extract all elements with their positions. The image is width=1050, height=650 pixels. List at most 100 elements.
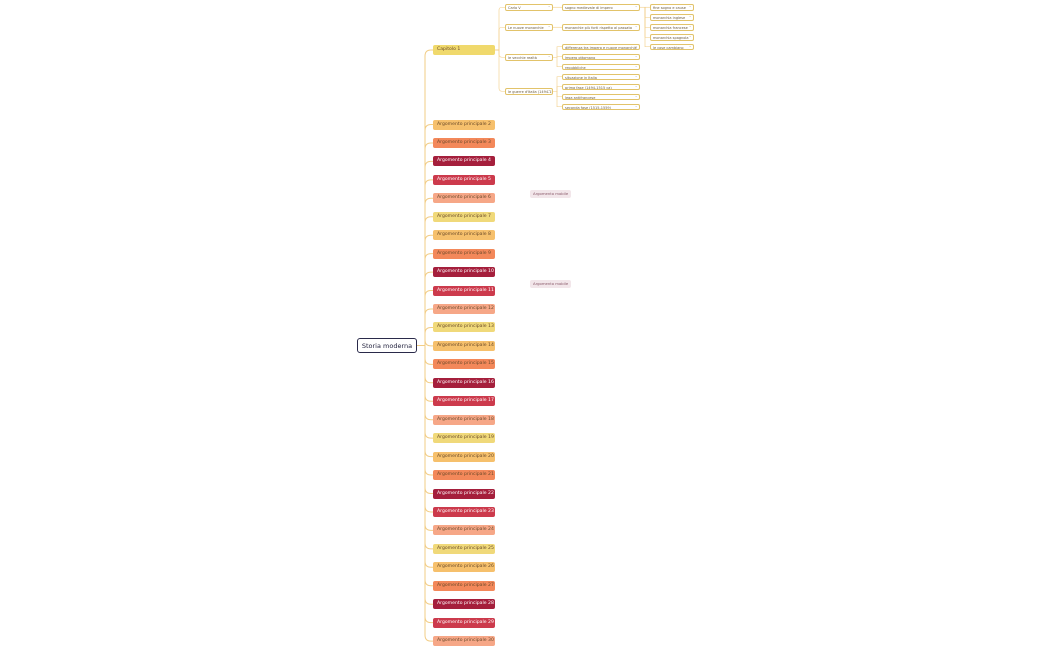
- chevron-down-icon[interactable]: ˅: [635, 26, 637, 30]
- topic-label: Argomento principale 8: [437, 232, 491, 238]
- subtopic-label: differenza tra impero e nuove monarchie: [565, 45, 637, 50]
- connector-line: [424, 345, 433, 550]
- main-topic[interactable]: Argomento principale 25: [433, 543, 495, 554]
- chevron-down-icon[interactable]: ˅: [635, 75, 637, 80]
- chevron-down-icon[interactable]: ˅: [635, 85, 637, 90]
- main-topic[interactable]: Argomento principale 29: [433, 617, 495, 628]
- connector-line: [424, 234, 433, 346]
- chevron-down-icon[interactable]: ˅: [689, 6, 691, 10]
- chevron-down-icon[interactable]: ˅: [689, 16, 691, 20]
- subtopic[interactable]: le vecchie realtà ˅: [505, 54, 553, 61]
- main-topic[interactable]: Argomento principale 23: [433, 506, 495, 517]
- chevron-down-icon[interactable]: ˅: [689, 36, 691, 40]
- chapter-topic[interactable]: Capitolo 1: [433, 45, 495, 55]
- subtopic[interactable]: Le nuove monarchie ˅: [505, 24, 553, 31]
- topic-label: Capitolo 1: [437, 47, 461, 52]
- connector-line: [424, 345, 433, 439]
- connector-line: [424, 124, 433, 346]
- topic-label: Argomento principale 23: [437, 508, 494, 514]
- main-topic[interactable]: Argomento principale 22: [433, 488, 495, 499]
- main-topic[interactable]: Argomento principale 15: [433, 359, 495, 370]
- subtopic[interactable]: monarchia francese ˅: [650, 24, 694, 31]
- connector-line: [424, 216, 433, 346]
- main-topic[interactable]: Argomento principale 26: [433, 562, 495, 573]
- connector-line: [553, 56, 562, 68]
- subtopic[interactable]: situazione in Italia ˅: [562, 73, 640, 80]
- connector-line: [424, 160, 433, 346]
- main-topic[interactable]: Argomento principale 17: [433, 396, 495, 407]
- main-topic[interactable]: Argomento principale 5: [433, 174, 495, 185]
- subtopic[interactable]: differenza tra impero e nuove monarchie ˅: [562, 43, 640, 50]
- topic-label: Argomento principale 11: [437, 287, 494, 293]
- chevron-down-icon[interactable]: ˅: [548, 56, 550, 60]
- connector-line: [424, 345, 433, 476]
- main-topic[interactable]: Argomento principale 16: [433, 377, 495, 388]
- chevron-down-icon[interactable]: ˅: [548, 26, 550, 30]
- floating-topic[interactable]: Argomento mobile: [530, 280, 572, 288]
- main-topic[interactable]: Argomento principale 27: [433, 580, 495, 591]
- main-topic[interactable]: Argomento principale 19: [433, 433, 495, 444]
- chevron-down-icon[interactable]: ˅: [635, 65, 637, 70]
- connector-line: [553, 90, 562, 108]
- subtopic[interactable]: sogno medievale di impero ˅: [562, 4, 640, 11]
- connector-line: [424, 271, 433, 346]
- main-topic[interactable]: Argomento principale 3: [433, 137, 495, 148]
- main-topic[interactable]: Argomento principale 28: [433, 599, 495, 610]
- main-topic[interactable]: Argomento principale 6: [433, 193, 495, 204]
- topic-label: Argomento principale 29: [437, 619, 494, 625]
- main-topic[interactable]: Argomento principale 14: [433, 340, 495, 351]
- connector-line: [424, 345, 433, 624]
- subtopic[interactable]: prima fase (1494-1515 ca) ˅: [562, 83, 640, 90]
- root-topic[interactable]: Storia moderna: [357, 338, 417, 353]
- chevron-down-icon[interactable]: ˅: [635, 55, 637, 60]
- subtopic-label: le cose cambiano: [653, 45, 684, 50]
- subtopic-label: prima fase (1494-1515 ca): [565, 85, 612, 90]
- subtopic[interactable]: monarchia inglese ˅: [650, 14, 694, 21]
- subtopic[interactable]: lega antifrancese ˅: [562, 93, 640, 100]
- main-topic[interactable]: Argomento principale 18: [433, 414, 495, 425]
- main-topic[interactable]: Argomento principale 4: [433, 156, 495, 167]
- chevron-down-icon[interactable]: ˅: [635, 95, 637, 100]
- subtopic[interactable]: monarchie più forti rispetto al passato ˅: [562, 24, 640, 31]
- main-topic[interactable]: Argomento principale 9: [433, 248, 495, 259]
- connector-line: [424, 49, 433, 346]
- topic-label: Argomento principale 2: [437, 121, 491, 127]
- main-topic[interactable]: Argomento principale 12: [433, 304, 495, 314]
- chevron-down-icon[interactable]: ˅: [548, 90, 550, 94]
- connector-line: [424, 197, 433, 346]
- chevron-down-icon[interactable]: ˅: [548, 6, 550, 10]
- connector-line: [424, 142, 433, 346]
- main-topic[interactable]: Argomento principale 20: [433, 451, 495, 462]
- subtopic-label: monarchia francese: [653, 26, 688, 30]
- main-topic[interactable]: Argomento principale 13: [433, 322, 495, 333]
- topic-label: Argomento principale 17: [437, 398, 494, 404]
- chevron-down-icon[interactable]: ˅: [635, 45, 637, 50]
- main-topic[interactable]: Argomento principale 10: [433, 267, 495, 278]
- subtopic[interactable]: le cose cambiano ˅: [650, 43, 694, 50]
- topic-label: Argomento principale 18: [437, 416, 494, 422]
- main-topic[interactable]: Argomento principale 8: [433, 230, 495, 241]
- chevron-down-icon[interactable]: ˅: [635, 105, 637, 110]
- subtopic[interactable]: fine sogno e cause ˅: [650, 4, 694, 11]
- connector-line: [424, 308, 433, 346]
- subtopic[interactable]: seconda fase (1515-1559) ˅: [562, 103, 640, 110]
- main-topic[interactable]: Argomento principale 24: [433, 525, 495, 536]
- chevron-down-icon[interactable]: ˅: [689, 45, 691, 50]
- main-topic[interactable]: Argomento principale 30: [433, 636, 495, 647]
- subtopic[interactable]: monarchia spagnola ˅: [650, 34, 694, 41]
- floating-topic[interactable]: Argomento mobile: [530, 190, 572, 198]
- subtopic[interactable]: Carlo V ˅: [505, 4, 553, 11]
- main-topic[interactable]: Argomento principale 7: [433, 211, 495, 222]
- subtopic[interactable]: le guerre d'Italia (1494-1559)˅: [505, 88, 553, 95]
- subtopic[interactable]: impero ottomano ˅: [562, 53, 640, 60]
- main-topic[interactable]: Argomento principale 21: [433, 470, 495, 481]
- chevron-down-icon[interactable]: ˅: [689, 26, 691, 30]
- topic-label: Argomento principale 6: [437, 195, 491, 201]
- subtopic[interactable]: repubbliche ˅: [562, 63, 640, 70]
- chevron-down-icon[interactable]: ˅: [635, 6, 637, 10]
- subtopic-label: le vecchie realtà: [508, 56, 537, 60]
- main-topic[interactable]: Argomento principale 11: [433, 285, 495, 296]
- main-topic[interactable]: Argomento principale 2: [433, 119, 495, 130]
